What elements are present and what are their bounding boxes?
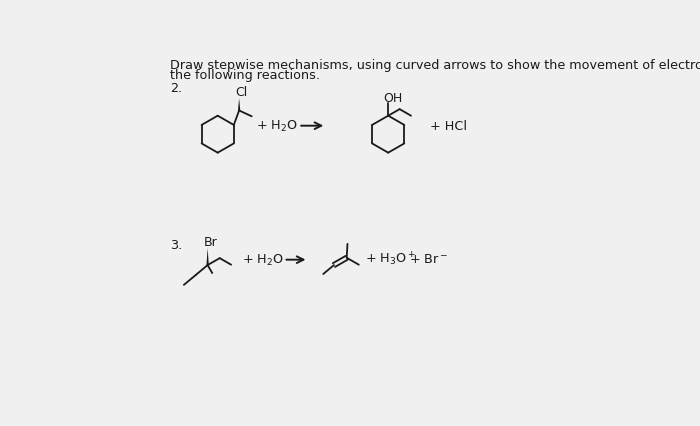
Polygon shape	[238, 99, 240, 111]
Text: + Br$^-$: + Br$^-$	[409, 252, 448, 265]
Text: OH: OH	[384, 92, 402, 104]
Text: + H$_2$O: + H$_2$O	[256, 119, 298, 134]
Text: 3.: 3.	[169, 238, 182, 251]
Polygon shape	[206, 248, 209, 265]
Text: Draw stepwise mechanisms, using curved arrows to show the movement of electrons,: Draw stepwise mechanisms, using curved a…	[169, 59, 700, 72]
Text: Cl: Cl	[235, 86, 248, 99]
Text: 2.: 2.	[169, 82, 182, 95]
Text: Br: Br	[204, 236, 218, 249]
Text: + H$_2$O: + H$_2$O	[242, 253, 284, 268]
Text: + H$_3$O$^+$: + H$_3$O$^+$	[365, 250, 416, 267]
Text: the following reactions.: the following reactions.	[169, 69, 320, 81]
Text: + HCl: + HCl	[430, 120, 467, 133]
